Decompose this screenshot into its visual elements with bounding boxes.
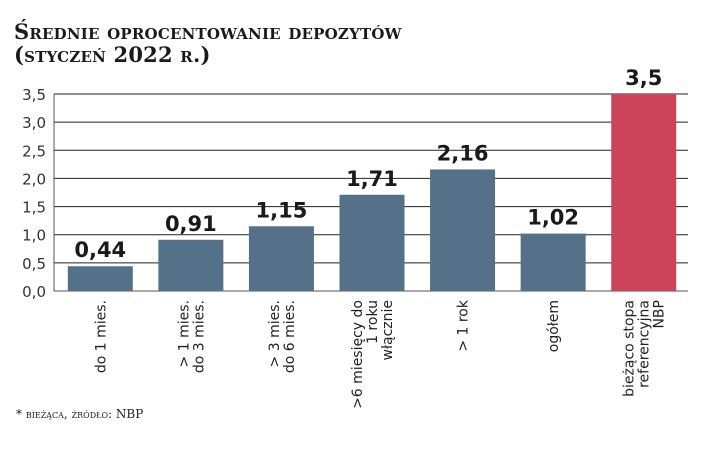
y-tick-label: 0,5 [22, 255, 46, 273]
y-tick-label: 1,0 [22, 227, 46, 245]
y-tick-label: 3,5 [22, 86, 46, 104]
category-label: do 6 mies. [282, 300, 298, 373]
category-label: do 1 mies. [93, 300, 109, 373]
category-label: > 3 mies. [267, 300, 283, 367]
bar [67, 266, 133, 291]
category-label: referencyjna [637, 300, 653, 388]
y-tick-label: 1,5 [22, 199, 46, 217]
bar [520, 233, 586, 291]
category-label: > 1 mies. [176, 300, 192, 367]
bar [248, 226, 314, 291]
value-label: 1,15 [256, 198, 308, 222]
category-label: do 3 mies. [191, 300, 207, 373]
category-label: 1 roku [365, 300, 381, 344]
value-label: 1,02 [527, 206, 579, 230]
category-label: > 1 rok [456, 299, 472, 352]
category-label: bieżąco stopa [622, 300, 638, 397]
value-label: 0,91 [165, 212, 217, 236]
y-tick-label: 2,0 [22, 170, 46, 188]
y-tick-label: 0,0 [22, 283, 46, 301]
chart-title-main: Średnie oprocentowanie depozytów [14, 19, 402, 44]
category-label: >6 miesięcy do [350, 300, 366, 409]
y-tick-label: 3,0 [22, 114, 46, 132]
chart-subtitle: (styczeń 2022 r.) [14, 42, 211, 67]
value-label: 3,5 [625, 66, 662, 90]
footnote: * bieżąca, źródło: NBP [16, 407, 144, 421]
category-label: ogółem [546, 300, 562, 352]
bar [430, 169, 496, 291]
bar [339, 194, 405, 291]
bar [611, 94, 677, 291]
value-label: 1,71 [346, 167, 398, 191]
value-label: 2,16 [437, 141, 489, 165]
chart-title: Średnie oprocentowanie depozytów (stycze… [14, 20, 402, 66]
category-label: włącznie [380, 300, 396, 360]
y-tick-label: 2,5 [22, 142, 46, 160]
bar [158, 239, 224, 291]
value-label: 0,44 [74, 238, 126, 262]
category-label: NBP [652, 300, 668, 329]
